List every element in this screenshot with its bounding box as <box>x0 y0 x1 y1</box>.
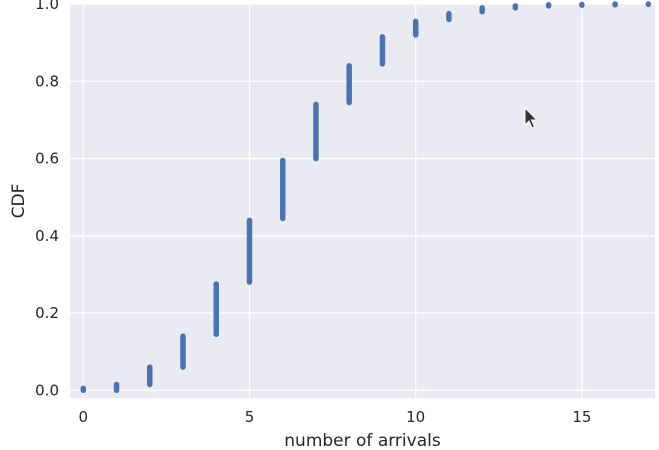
y-tick-label: 0.8 <box>35 72 59 90</box>
plot-area <box>70 4 655 398</box>
y-tick-label: 0.2 <box>35 304 59 322</box>
y-tick-label: 0.4 <box>35 227 59 245</box>
y-tick-label: 0.6 <box>35 150 59 168</box>
x-tick-label: 15 <box>572 408 591 426</box>
x-axis-label: number of arrivals <box>284 431 441 450</box>
mouse-pointer-shape <box>524 106 539 129</box>
x-axis-ticks: 0 5 10 15 <box>79 408 592 426</box>
y-tick-label: 0.0 <box>35 381 59 399</box>
y-axis-ticks: 0.0 0.2 0.4 0.6 0.8 1.0 <box>35 0 59 399</box>
mouse-pointer-icon <box>524 106 539 129</box>
grid-lines <box>70 3 655 398</box>
x-tick-label: 0 <box>79 408 89 426</box>
data-marks <box>80 1 652 394</box>
x-tick-label: 5 <box>245 408 255 426</box>
y-axis-label: CDF <box>9 184 29 219</box>
y-tick-label: 1.0 <box>35 0 59 13</box>
x-tick-label: 10 <box>406 408 425 426</box>
